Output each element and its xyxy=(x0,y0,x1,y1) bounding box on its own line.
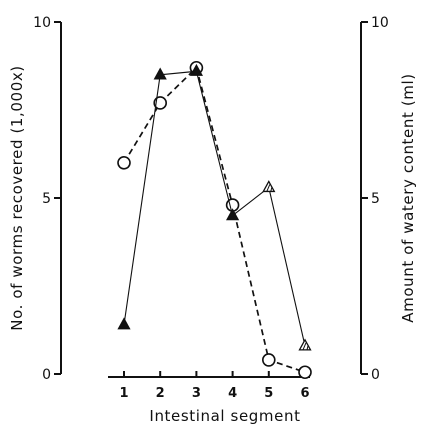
x-tick-label: 1 xyxy=(119,386,128,401)
axes xyxy=(60,22,362,378)
data-point-circle xyxy=(153,96,167,110)
series-line xyxy=(123,66,306,374)
right-axis-title: Amount of watery content (ml) xyxy=(399,73,417,322)
data-point-triangle xyxy=(189,63,203,76)
data-point-triangle xyxy=(117,317,131,330)
x-ticks: 1 2 3 4 5 6 xyxy=(119,371,310,401)
data-point-triangle xyxy=(226,208,240,221)
x-axis-title: Intestinal segment xyxy=(149,407,300,425)
series-layer xyxy=(117,60,312,380)
data-point-circle xyxy=(117,156,131,170)
x-tick-label: 3 xyxy=(192,386,201,401)
left-y-tick-label: 10 xyxy=(33,15,51,31)
left-y-tick-label: 5 xyxy=(42,191,51,207)
x-tick-label: 6 xyxy=(300,386,309,401)
left-y-ticks: 0 5 10 xyxy=(33,15,61,383)
series-line xyxy=(123,70,306,346)
triangle-hatch xyxy=(266,184,271,192)
triangle-hatch xyxy=(306,345,309,350)
left-axis-title: No. of worms recovered (1,000x) xyxy=(8,65,26,331)
data-point-circle xyxy=(261,353,276,367)
right-y-ticks: 0 5 10 xyxy=(361,15,389,383)
data-point-circle xyxy=(298,365,312,380)
triangle-hatch xyxy=(302,342,307,351)
data-point-triangle xyxy=(153,67,167,80)
x-tick-label: 2 xyxy=(156,386,165,401)
right-y-tick-label: 5 xyxy=(371,191,380,207)
left-y-tick-label: 0 xyxy=(42,367,51,383)
x-tick-label: 5 xyxy=(264,386,273,401)
right-y-tick-label: 0 xyxy=(371,367,380,383)
x-tick-label: 4 xyxy=(228,386,237,401)
right-y-tick-label: 10 xyxy=(371,15,389,31)
triangle-hatch xyxy=(270,187,273,192)
